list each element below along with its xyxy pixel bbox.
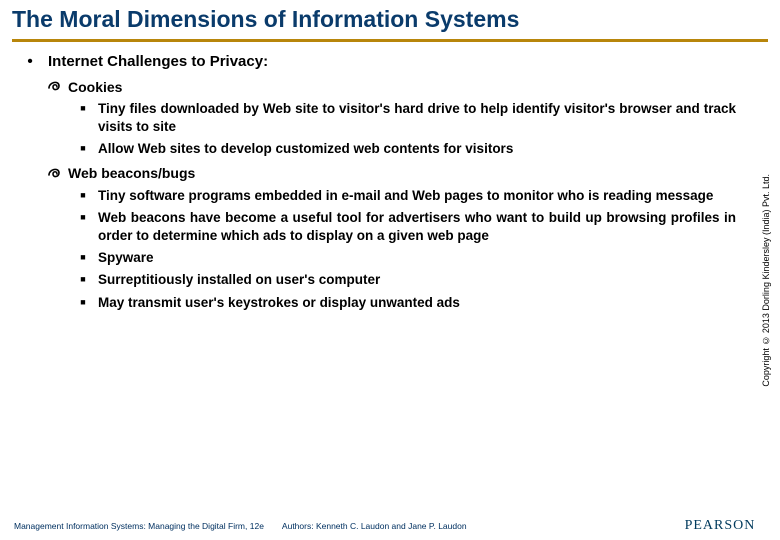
brand-logo: PEARSON	[660, 512, 780, 540]
list-item: ■ May transmit user's keystrokes or disp…	[68, 294, 740, 312]
item-text: Web beacons have become a useful tool fo…	[98, 209, 740, 245]
item-text: Surreptitiously installed on user's comp…	[98, 271, 740, 289]
heading-text: Internet Challenges to Privacy:	[48, 52, 268, 72]
square-bullet-icon: ■	[68, 271, 98, 287]
item-text: Spyware	[98, 249, 740, 267]
section-label: Cookies	[68, 78, 122, 96]
footer-authors: Authors: Kenneth C. Laudon and Jane P. L…	[282, 521, 467, 531]
section-row: Cookies	[40, 78, 740, 96]
title-bar: The Moral Dimensions of Information Syst…	[0, 0, 780, 37]
footer: Management Information Systems: Managing…	[0, 512, 780, 540]
section-row: Web beacons/bugs	[40, 164, 740, 182]
copyright-text: Copyright © 2013 Dorling Kindersley (Ind…	[761, 174, 771, 387]
list-item: ■ Tiny files downloaded by Web site to v…	[68, 100, 740, 136]
item-text: May transmit user's keystrokes or displa…	[98, 294, 740, 312]
item-text: Tiny software programs embedded in e-mai…	[98, 187, 740, 205]
swirl-icon	[40, 164, 68, 182]
slide-title: The Moral Dimensions of Information Syst…	[12, 6, 768, 33]
footer-book: Management Information Systems: Managing…	[14, 521, 264, 531]
square-bullet-icon: ■	[68, 294, 98, 310]
square-bullet-icon: ■	[68, 187, 98, 203]
list-item: ■ Web beacons have become a useful tool …	[68, 209, 740, 245]
item-text: Allow Web sites to develop customized we…	[98, 140, 740, 158]
item-text: Tiny files downloaded by Web site to vis…	[98, 100, 740, 136]
heading-row: • Internet Challenges to Privacy:	[12, 52, 740, 72]
content-area: • Internet Challenges to Privacy: Cookie…	[0, 42, 780, 312]
brand-text: PEARSON	[685, 518, 756, 534]
list-item: ■ Tiny software programs embedded in e-m…	[68, 187, 740, 205]
square-bullet-icon: ■	[68, 100, 98, 116]
list-item: ■ Allow Web sites to develop customized …	[68, 140, 740, 158]
square-bullet-icon: ■	[68, 249, 98, 265]
list-item: ■ Spyware	[68, 249, 740, 267]
bullet-dot-icon: •	[12, 52, 48, 71]
section-label: Web beacons/bugs	[68, 164, 195, 182]
footer-left: Management Information Systems: Managing…	[0, 521, 660, 531]
vertical-copyright: Copyright © 2013 Dorling Kindersley (Ind…	[756, 60, 776, 500]
list-item: ■ Surreptitiously installed on user's co…	[68, 271, 740, 289]
square-bullet-icon: ■	[68, 209, 98, 225]
swirl-icon	[40, 78, 68, 96]
square-bullet-icon: ■	[68, 140, 98, 156]
